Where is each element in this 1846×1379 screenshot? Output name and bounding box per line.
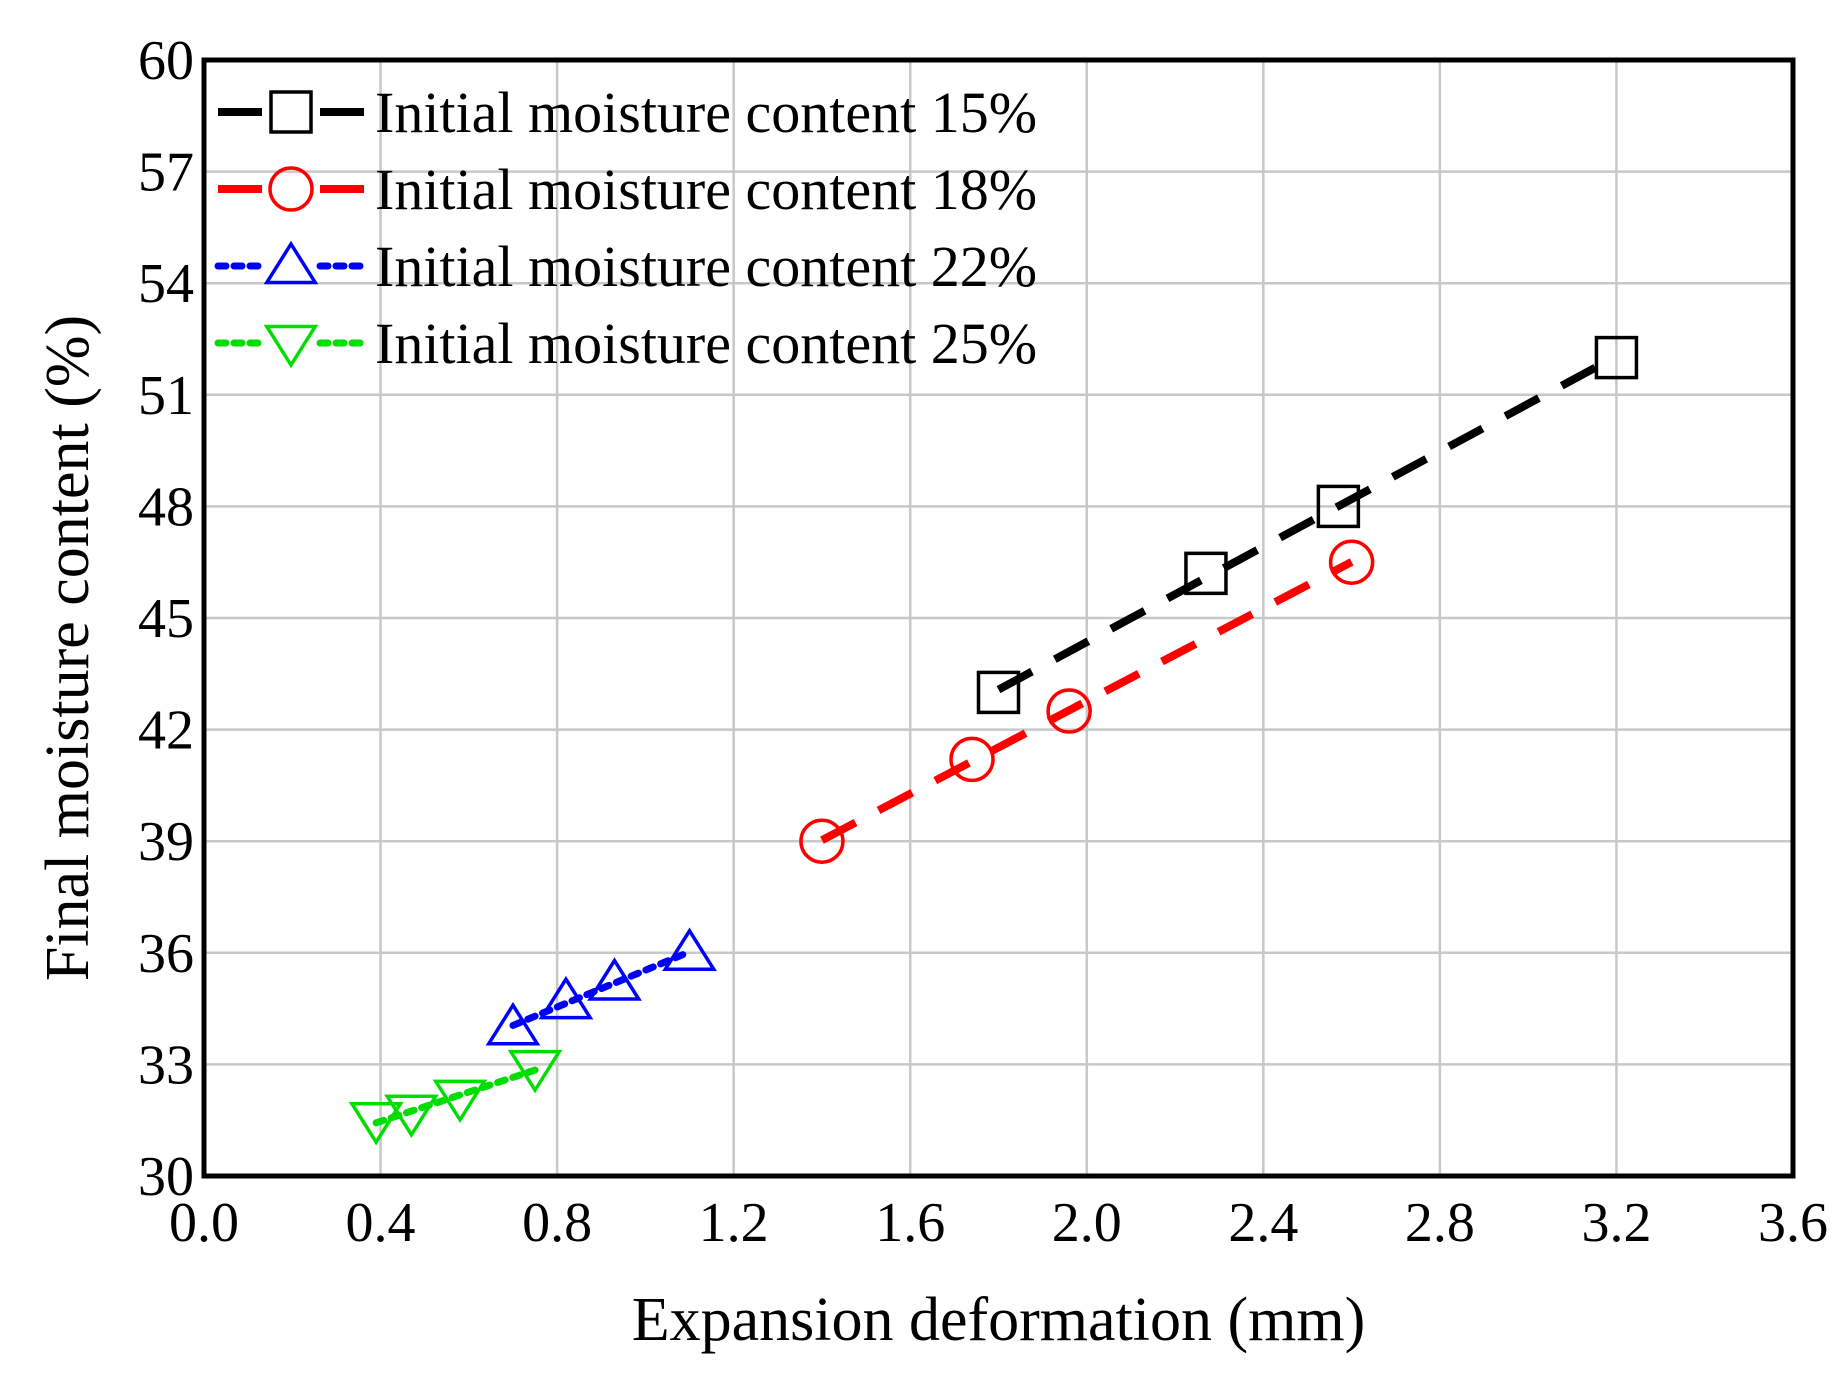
data-point (662, 927, 717, 972)
y-tick-label: 39 (138, 811, 194, 873)
legend-item: Initial moisture content 18% (218, 157, 1037, 222)
x-tick-label: 2.0 (1052, 1192, 1122, 1254)
data-point (507, 1049, 563, 1094)
y-tick-label: 57 (138, 142, 194, 204)
legend-label: Initial moisture content 18% (375, 157, 1037, 222)
x-tick-label: 0.0 (169, 1192, 239, 1254)
data-point (976, 670, 1021, 715)
data-point (485, 1001, 541, 1046)
series-1 (799, 539, 1375, 864)
x-tick-label: 1.6 (875, 1192, 945, 1254)
series-line (996, 352, 1619, 694)
x-tick-label: 0.4 (346, 1192, 416, 1254)
grid (204, 60, 1793, 1176)
legend-label: Initial moisture content 22% (375, 234, 1037, 299)
x-tick-label: 3.6 (1758, 1192, 1828, 1254)
y-tick-label: 54 (138, 253, 194, 315)
y-tick-label: 42 (138, 700, 194, 762)
x-tick-label: 2.8 (1405, 1192, 1475, 1254)
data-point (1594, 335, 1639, 380)
legend-marker (268, 166, 314, 212)
series-2 (485, 927, 717, 1046)
data-point (384, 1094, 439, 1139)
y-tick-label: 36 (138, 923, 194, 985)
x-axis-ticks: 0.0 0.4 0.8 1.2 1.6 2.0 2.4 2.8 3.2 3.6 (169, 1192, 1828, 1254)
legend-marker (269, 90, 313, 134)
legend-label: Initial moisture content 25% (375, 311, 1037, 376)
data-point (538, 975, 594, 1020)
data-point (949, 736, 995, 783)
legend: Initial moisture content 15% Initial mois… (214, 80, 1037, 376)
data-point (799, 818, 845, 864)
legend-item: Initial moisture content 25% (214, 311, 1037, 376)
x-tick-label: 1.2 (699, 1192, 769, 1254)
y-tick-label: 33 (138, 1034, 194, 1096)
x-tick-label: 2.4 (1228, 1192, 1298, 1254)
x-tick-label: 0.8 (522, 1192, 592, 1254)
data-point (1184, 551, 1228, 596)
series-3 (348, 1049, 563, 1146)
legend-marker (263, 240, 319, 285)
data-point (432, 1079, 488, 1124)
data-point (348, 1101, 404, 1146)
x-axis-title: Expansion deformation (mm) (632, 1286, 1366, 1354)
plot-frame (201, 57, 1796, 1179)
y-tick-label: 45 (138, 588, 194, 650)
data-point (1316, 484, 1361, 529)
series-line (509, 948, 694, 1029)
y-tick-label: 48 (138, 476, 194, 538)
legend-item: Initial moisture content 15% (218, 80, 1037, 145)
y-axis-title: Final moisture content (%) (34, 315, 102, 981)
y-tick-label: 30 (138, 1146, 194, 1208)
legend-marker (263, 324, 319, 369)
data-point (587, 957, 642, 1001)
series-0 (976, 335, 1639, 715)
y-axis-ticks: 30 33 36 39 42 45 48 51 54 57 60 (138, 30, 194, 1208)
x-tick-label: 3.2 (1581, 1192, 1651, 1254)
series-layer (348, 335, 1639, 1146)
y-tick-label: 51 (138, 365, 194, 427)
legend-label: Initial moisture content 15% (375, 80, 1037, 145)
series-line (820, 558, 1354, 844)
data-point (1046, 688, 1092, 734)
legend-item: Initial moisture content 22% (214, 234, 1037, 299)
data-point (1328, 539, 1375, 585)
series-line (372, 1066, 539, 1127)
y-tick-label: 60 (138, 30, 194, 92)
